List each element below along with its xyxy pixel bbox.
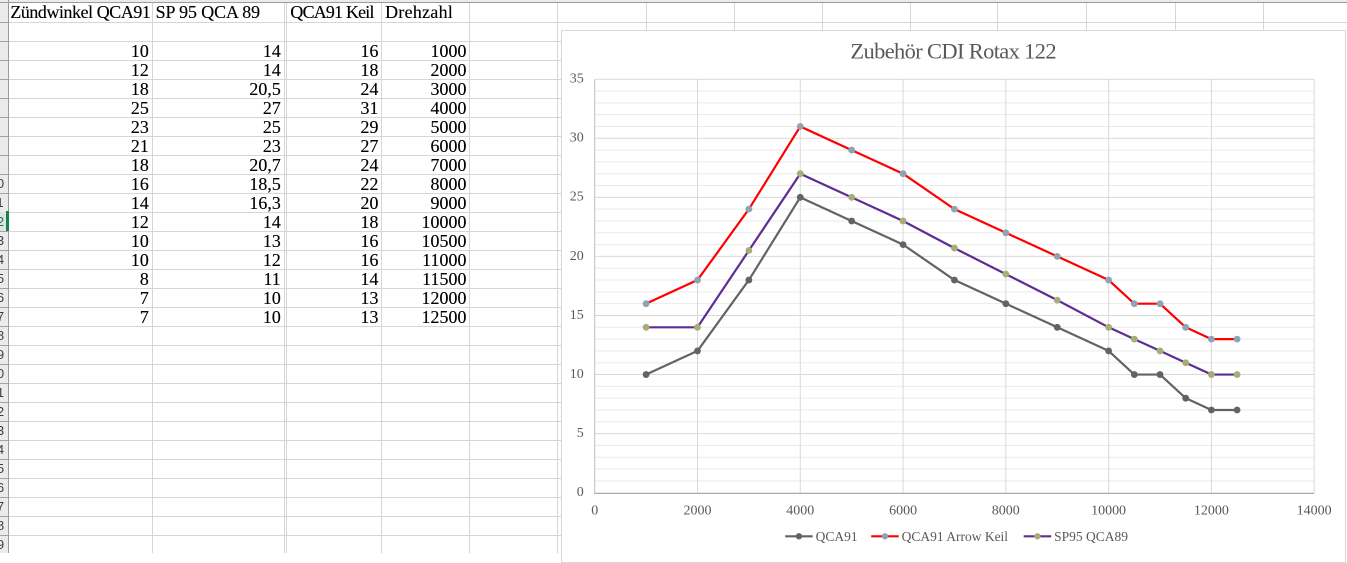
svg-text:15: 15 [569, 308, 583, 323]
svg-text:20: 20 [569, 249, 583, 264]
svg-text:2000: 2000 [683, 504, 711, 519]
svg-text:4000: 4000 [786, 504, 814, 519]
svg-text:0: 0 [576, 485, 583, 500]
svg-text:SP95 QCA89: SP95 QCA89 [1054, 529, 1128, 544]
svg-text:QCA91 Arrow Keil: QCA91 Arrow Keil [901, 529, 1008, 544]
svg-text:10000: 10000 [1091, 504, 1126, 519]
svg-text:10: 10 [569, 367, 583, 382]
svg-text:14000: 14000 [1296, 504, 1331, 519]
svg-text:Zubehör CDI Rotax 122: Zubehör CDI Rotax 122 [850, 39, 1056, 64]
svg-text:6000: 6000 [889, 504, 917, 519]
svg-text:30: 30 [569, 131, 583, 146]
svg-text:35: 35 [569, 72, 583, 87]
svg-text:QCA91: QCA91 [815, 529, 857, 544]
svg-text:25: 25 [569, 190, 583, 205]
svg-text:5: 5 [576, 426, 583, 441]
svg-text:12000: 12000 [1194, 504, 1229, 519]
svg-text:8000: 8000 [991, 504, 1019, 519]
svg-text:0: 0 [591, 504, 598, 519]
